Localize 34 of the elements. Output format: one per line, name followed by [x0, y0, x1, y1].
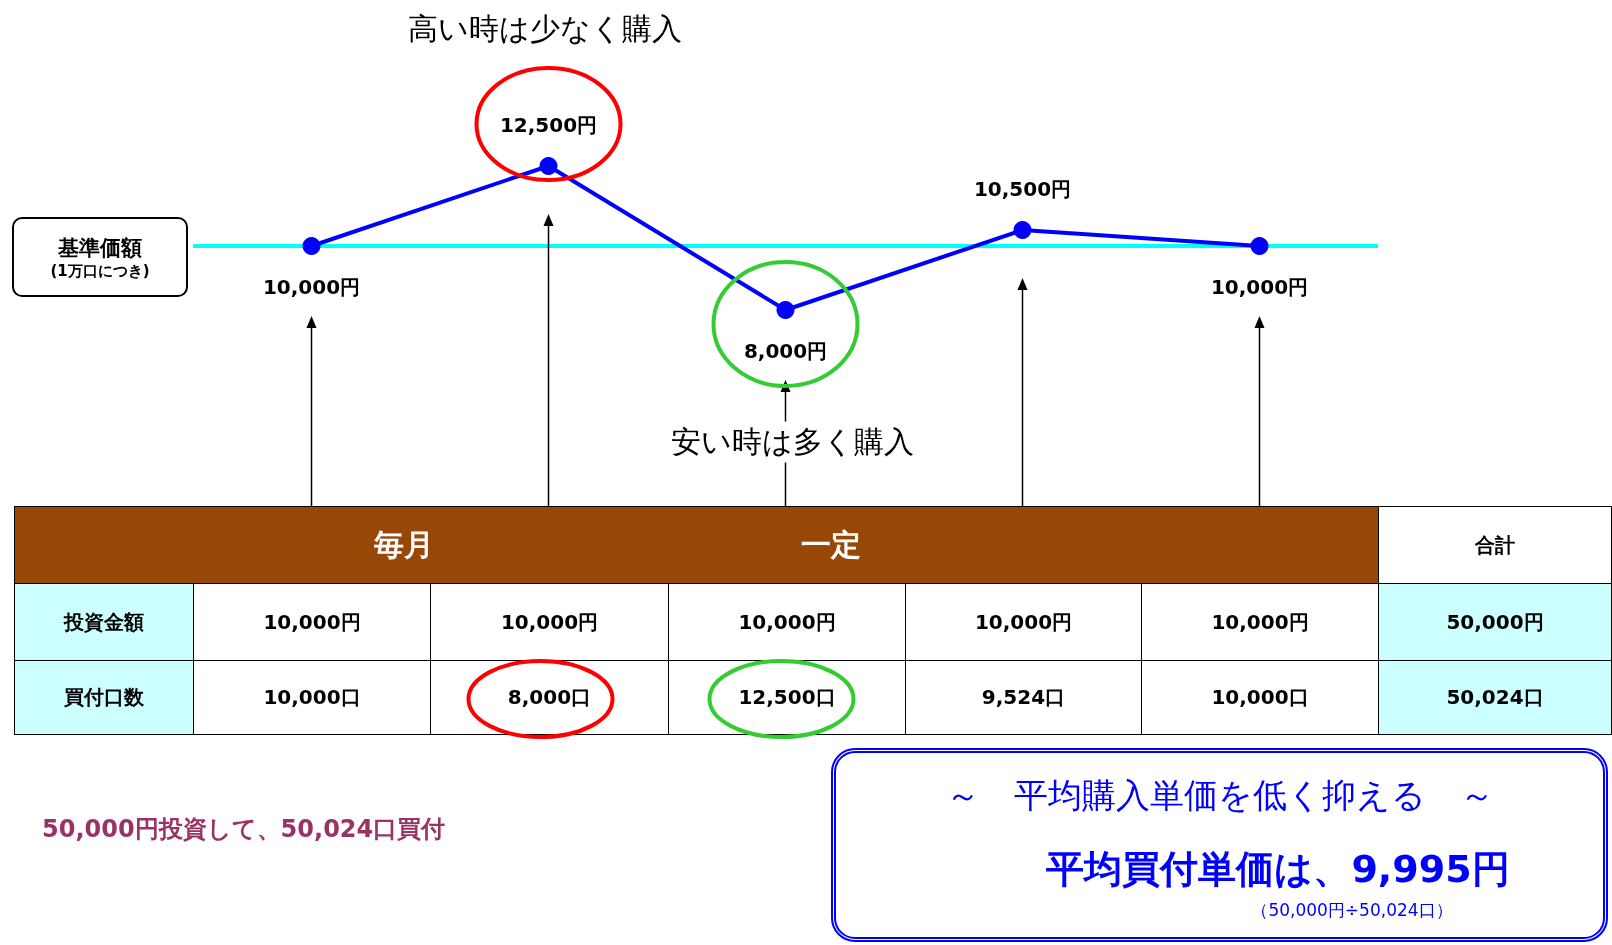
text: 10,000円 [193, 583, 431, 661]
text: 8,000口 [430, 660, 669, 735]
text: 12,500口 [668, 660, 906, 735]
data-label: 10,000円 [262, 275, 361, 299]
text: ～ 平均購入単価を低く抑える ～ [946, 774, 1494, 817]
text: 10,000円 [430, 583, 669, 661]
text: 買付口数 [14, 660, 194, 735]
text: 合計 [1378, 506, 1612, 584]
point [539, 157, 558, 175]
text: 10,000円 [668, 583, 906, 661]
point [302, 237, 321, 255]
text: 9,524口 [905, 660, 1142, 735]
text: 50,000円投資して、50,024口買付 [42, 814, 446, 845]
text: 一定 [801, 525, 861, 564]
data-label: 10,000円 [1210, 275, 1309, 299]
text: 高い時は少なく購入 [402, 8, 688, 50]
text: 10,000円 [905, 583, 1142, 661]
text: （50,000円÷50,024口） [1251, 898, 1453, 922]
point [776, 301, 795, 319]
text: 10,000円 [1141, 583, 1379, 661]
data-label: 12,500円 [499, 113, 598, 137]
text: 10,000口 [193, 660, 431, 735]
data-label: 8,000円 [743, 339, 828, 363]
ref-line-label: 基準価額 (1万口につき) [49, 234, 151, 281]
text: 安い時は多く購入 [664, 421, 920, 463]
point [1250, 237, 1269, 255]
data-label: 10,500円 [973, 177, 1072, 201]
text: 50,024口 [1378, 660, 1612, 735]
text: 平均買付単価は、9,995円 [1046, 845, 1510, 893]
text: 投資金額 [14, 583, 194, 661]
text: 50,000円 [1378, 583, 1612, 661]
point [1013, 221, 1032, 239]
text: 10,000口 [1141, 660, 1379, 735]
text: 毎月 [374, 525, 434, 564]
